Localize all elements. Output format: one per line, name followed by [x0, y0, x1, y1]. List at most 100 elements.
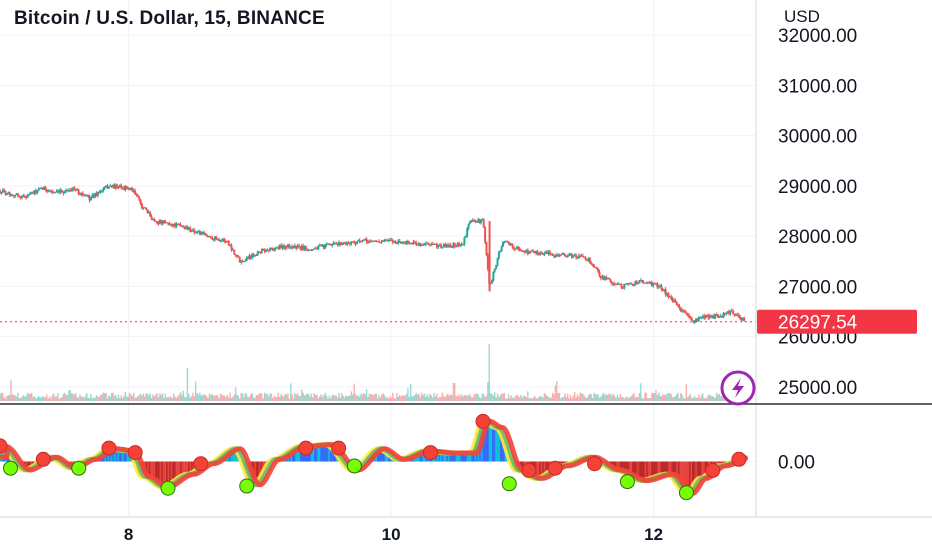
candle-body — [535, 251, 538, 254]
volume-bar — [201, 394, 204, 401]
volume-bar — [422, 395, 424, 401]
candle-body — [573, 254, 576, 256]
volume-bar — [323, 394, 325, 401]
candle-body — [318, 245, 321, 247]
candle-body — [22, 195, 25, 197]
candle-body — [419, 243, 422, 246]
osc-bar — [123, 450, 126, 462]
osc-bar — [469, 451, 473, 462]
candle-body — [715, 314, 718, 316]
candle-body — [612, 283, 615, 285]
osc-bar — [188, 461, 191, 475]
candle-body — [150, 216, 153, 220]
candle-body — [77, 189, 80, 194]
candle-body — [48, 190, 51, 192]
osc-bar — [680, 461, 684, 493]
volume-bar — [132, 392, 135, 401]
candle-body — [717, 314, 720, 318]
candle-body — [402, 241, 405, 244]
osc-bar — [28, 461, 32, 469]
candle-body — [451, 246, 454, 248]
volume-bar — [587, 394, 590, 401]
y-tick-label: 27000.00 — [778, 277, 857, 298]
candle-body — [466, 228, 469, 237]
volume-bar — [678, 398, 681, 401]
volume-bar — [66, 394, 69, 401]
y-tick-label: 32000.00 — [778, 26, 857, 47]
volume-bar — [112, 392, 114, 401]
replay-button[interactable] — [720, 370, 756, 406]
candle-body — [262, 249, 265, 251]
candle-body — [1, 189, 4, 193]
volume-bar — [511, 397, 514, 401]
volume-bar — [108, 395, 110, 401]
volume-bar — [416, 394, 419, 401]
candle-body — [584, 258, 587, 260]
volume-bar — [539, 395, 541, 401]
candle-body — [198, 231, 201, 235]
volume-bar — [33, 396, 36, 401]
volume-bar — [350, 391, 353, 401]
volume-bar — [164, 393, 167, 401]
candle-body — [15, 193, 18, 195]
osc-bar — [666, 461, 669, 476]
candle-body — [211, 237, 214, 240]
candle-body — [428, 243, 431, 245]
volume-bar — [335, 395, 337, 401]
candle-body — [223, 238, 226, 242]
volume-bar — [200, 395, 202, 401]
candle-body — [326, 243, 329, 245]
volume-bar — [268, 396, 270, 401]
candle-body — [222, 238, 225, 241]
candle-body — [156, 221, 159, 224]
candle-body — [521, 250, 524, 252]
candle-body — [572, 255, 575, 258]
candle-body — [561, 253, 564, 255]
candle-body — [383, 240, 386, 242]
osc-bar — [172, 461, 175, 483]
volume-bar — [320, 393, 322, 401]
volume-bar — [86, 392, 88, 401]
osc-bar — [696, 461, 699, 481]
volume-bar — [47, 398, 49, 401]
osc-bar — [493, 425, 496, 462]
candle-body — [570, 253, 573, 258]
candle-body — [382, 240, 385, 242]
volume-bar — [215, 395, 218, 401]
candle-body — [145, 207, 148, 210]
candle-body — [718, 316, 721, 318]
candle-body — [690, 317, 693, 321]
volume-bar — [602, 392, 605, 401]
volume-bar — [40, 397, 43, 401]
volume-bar — [211, 393, 213, 401]
volume-bar — [37, 396, 40, 401]
osc-bar — [643, 461, 646, 482]
volume-bar — [24, 396, 26, 401]
candle-body — [340, 244, 343, 246]
volume-bar — [463, 394, 466, 401]
volume-bar — [310, 393, 313, 401]
volume-bar — [582, 393, 584, 401]
candle-body — [320, 245, 323, 247]
candle-body — [398, 240, 401, 243]
candle-body — [52, 192, 55, 194]
volume-bar — [283, 396, 285, 401]
volume-bar — [54, 396, 56, 401]
osc-bar — [657, 461, 660, 477]
volume-bar — [364, 394, 366, 401]
candle-body — [500, 246, 503, 252]
volume-bar — [500, 393, 503, 401]
candle-body — [147, 212, 150, 214]
volume-bar — [382, 393, 384, 401]
volume-bar — [495, 397, 497, 401]
candle-body — [426, 243, 429, 245]
candle-body — [364, 239, 367, 241]
volume-bar — [134, 397, 136, 401]
volume-bar — [460, 394, 463, 401]
volume-bar — [0, 392, 3, 401]
candle-body — [72, 187, 75, 190]
candle-body — [395, 242, 398, 244]
candle-body — [541, 253, 544, 255]
candle-body — [637, 283, 640, 285]
